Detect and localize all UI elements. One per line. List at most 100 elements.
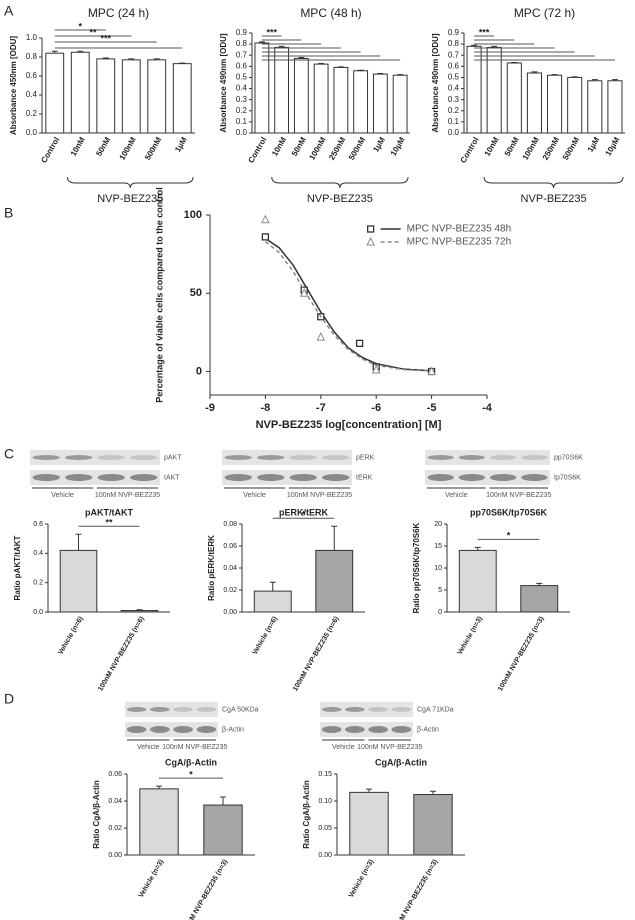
- blot-group: Vehicle: [243, 492, 266, 499]
- y-tick-label: 0.3: [236, 95, 248, 104]
- bar: [392, 74, 408, 134]
- error-bar: [571, 76, 578, 78]
- blot-band: [196, 707, 217, 712]
- x-tick-label: 10nM: [69, 135, 87, 158]
- blot-band: [368, 726, 388, 733]
- blot-strip: [30, 450, 160, 465]
- error-bar: [471, 44, 478, 47]
- panel-label: C: [4, 446, 14, 462]
- group-label: NVP-BEZ235: [521, 193, 587, 205]
- y-axis-label: Ratio CgA/β-Actin: [302, 780, 311, 849]
- significance-label: *: [302, 510, 306, 520]
- error-bar: [75, 533, 82, 551]
- bar: [70, 51, 90, 134]
- blot-band: [368, 707, 388, 712]
- chart-title: pp70S6K/tp70S6K: [470, 507, 548, 517]
- blot-band: [322, 474, 350, 481]
- bar: [139, 788, 179, 856]
- group-brace: [67, 176, 194, 189]
- x-tick-label: 100nM NVP-BEZ235 (n=6): [97, 615, 146, 692]
- error-bar: [474, 546, 481, 551]
- bar: [520, 585, 559, 613]
- x-tick-label: -4: [482, 402, 493, 414]
- blot-band: [32, 474, 60, 481]
- x-tick-label: 50nM: [290, 135, 308, 158]
- error-bar: [357, 69, 364, 71]
- x-tick-label: 500nM: [143, 135, 163, 161]
- y-axis-label: Ratio pERK/tERK: [207, 535, 216, 601]
- y-tick-label: 0.2: [236, 106, 248, 115]
- bar: [353, 70, 369, 134]
- bar: [458, 549, 497, 613]
- y-tick-label: 10: [434, 565, 442, 572]
- y-tick-label: 0.04: [108, 798, 122, 805]
- significance-label: ***: [266, 27, 277, 37]
- y-tick-label: 0.02: [108, 825, 122, 832]
- x-tick-label: 10nM: [270, 135, 288, 158]
- blot-group: Vehicle: [445, 492, 468, 499]
- x-tick-label: 100nM: [307, 135, 327, 161]
- blot-strip: [425, 450, 550, 465]
- y-tick-label: 0.3: [448, 95, 460, 104]
- bar: [587, 80, 603, 134]
- significance-label: ***: [100, 33, 111, 43]
- y-tick-label: 0.02: [223, 587, 237, 594]
- blot-band: [321, 726, 342, 733]
- blot-band: [173, 726, 193, 733]
- y-tick-label: 100: [184, 209, 202, 221]
- significance-label: ***: [479, 27, 490, 37]
- group-label: NVP-BEZ235: [97, 193, 163, 205]
- chart-title: CgA/β-Actin: [165, 757, 217, 767]
- y-tick-label: 0.5: [236, 73, 248, 82]
- blot-band: [289, 455, 317, 460]
- x-tick-label: 100nM NVP-BEZ235 (n=3): [497, 615, 546, 692]
- blot-strip: [425, 470, 550, 485]
- x-tick-label: Control: [39, 136, 61, 165]
- y-tick-label: 0.04: [223, 565, 237, 572]
- y-tick-label: 0.9: [448, 28, 460, 37]
- group-brace: [483, 176, 624, 189]
- y-tick-label: 0.06: [223, 543, 237, 550]
- bar: [315, 549, 354, 613]
- bar: [203, 804, 243, 856]
- error-bar: [156, 785, 162, 789]
- x-tick-label: -9: [205, 402, 215, 414]
- x-tick-label: 1µM: [173, 135, 189, 153]
- x-tick-label: Control: [246, 136, 268, 165]
- blot-band: [97, 474, 125, 481]
- x-tick-label: Vehicle (n=3): [457, 615, 485, 656]
- x-tick-label: 10nM: [483, 135, 501, 158]
- blot-band: [321, 707, 342, 712]
- blot-label: tAKT: [164, 474, 180, 481]
- blot-band: [458, 455, 486, 460]
- marker: [299, 288, 309, 297]
- blot-group: 100nM NVP-BEZ235: [162, 744, 227, 751]
- panel-label: A: [4, 3, 14, 19]
- x-tick-label: Control: [459, 136, 481, 165]
- error-bar: [278, 45, 285, 48]
- error-bar: [366, 788, 372, 793]
- bar: [121, 59, 141, 134]
- y-tick-label: 0.0: [236, 128, 248, 137]
- y-tick-label: 50: [190, 287, 202, 299]
- error-bar: [153, 58, 160, 60]
- y-tick-label: 0.4: [448, 84, 460, 93]
- blot-band: [458, 474, 486, 481]
- error-bar: [551, 74, 558, 76]
- error-bar: [128, 58, 135, 60]
- blot-label: pp70S6K: [554, 454, 583, 461]
- bar: [413, 794, 453, 856]
- error-bar: [337, 66, 344, 68]
- bar: [172, 63, 192, 134]
- y-tick-label: 0.7: [236, 50, 248, 59]
- y-tick-label: 0.6: [26, 71, 38, 80]
- legend-label: MPC NVP-BEZ235 72h: [407, 237, 512, 248]
- error-bar: [51, 50, 58, 54]
- blot-strip: [125, 702, 218, 717]
- x-tick-label: 10µM: [604, 135, 622, 157]
- significance-label: **: [89, 27, 97, 37]
- significance-label: **: [105, 518, 113, 528]
- blot-band: [345, 707, 365, 712]
- blot-band: [97, 455, 125, 460]
